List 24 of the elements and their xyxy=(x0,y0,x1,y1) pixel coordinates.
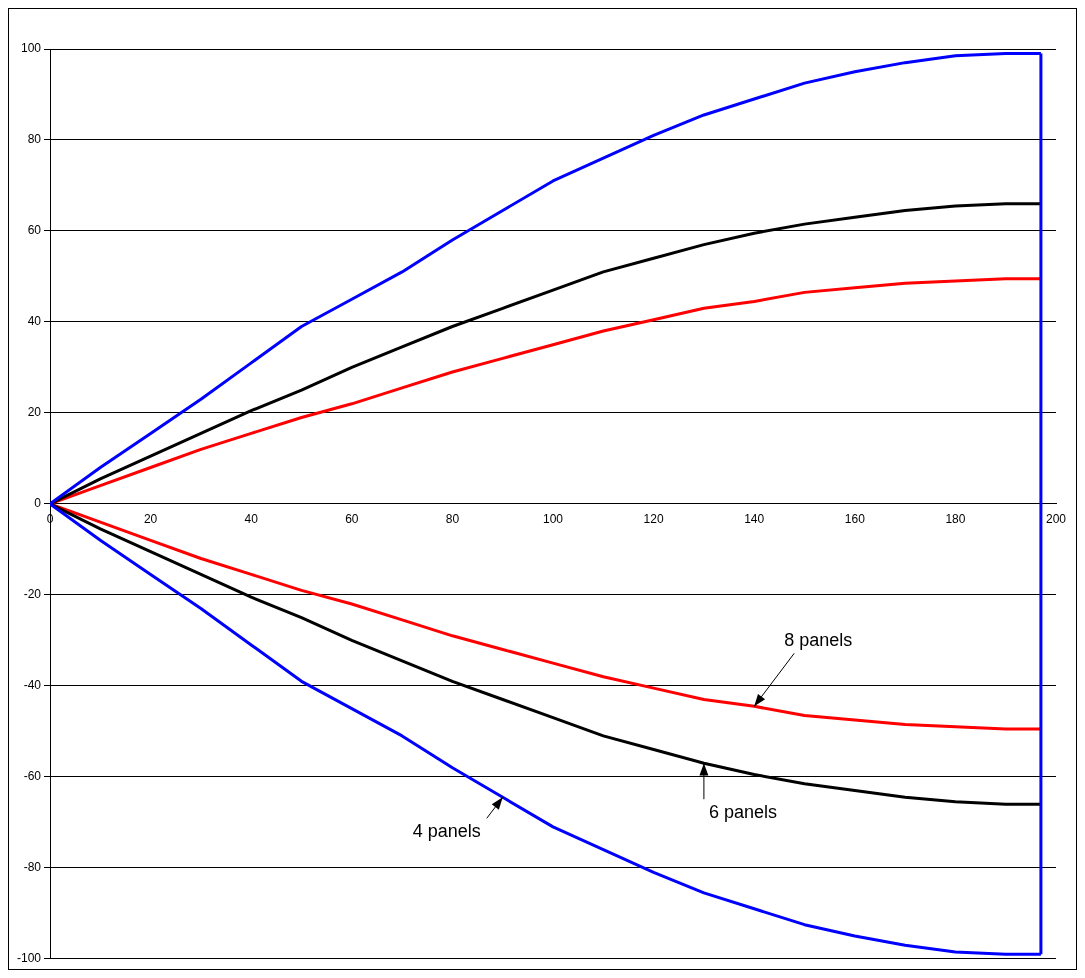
y-tick-label: 20 xyxy=(27,405,42,420)
annotation: 8 panels xyxy=(784,630,853,651)
y-tick-label: -100 xyxy=(16,951,42,966)
y-tick-label: 40 xyxy=(27,314,42,329)
y-tick-label: -20 xyxy=(23,587,42,602)
y-tick-label: 0 xyxy=(34,496,42,511)
x-tick-label: 200 xyxy=(1045,512,1067,527)
y-tick-label: -80 xyxy=(23,860,42,875)
x-tick-label: 120 xyxy=(643,512,664,527)
y-tick-label: -60 xyxy=(23,769,42,784)
annotation: 4 panels xyxy=(412,821,481,842)
x-tick-label: 100 xyxy=(542,512,564,527)
x-tick-label: 180 xyxy=(945,512,966,527)
x-tick-label: 80 xyxy=(445,512,460,527)
y-tick-label: 100 xyxy=(20,41,42,56)
x-tick-label: 160 xyxy=(844,512,866,527)
x-tick-label: 20 xyxy=(143,512,158,527)
y-tick-label: -40 xyxy=(23,678,42,693)
x-tick-label: 40 xyxy=(244,512,259,527)
y-tick-label: 80 xyxy=(27,132,42,147)
y-tick-label: 60 xyxy=(27,223,42,238)
annotation: 6 panels xyxy=(708,802,777,823)
x-tick-label: 140 xyxy=(744,512,765,527)
x-tick-label: 60 xyxy=(345,512,359,527)
